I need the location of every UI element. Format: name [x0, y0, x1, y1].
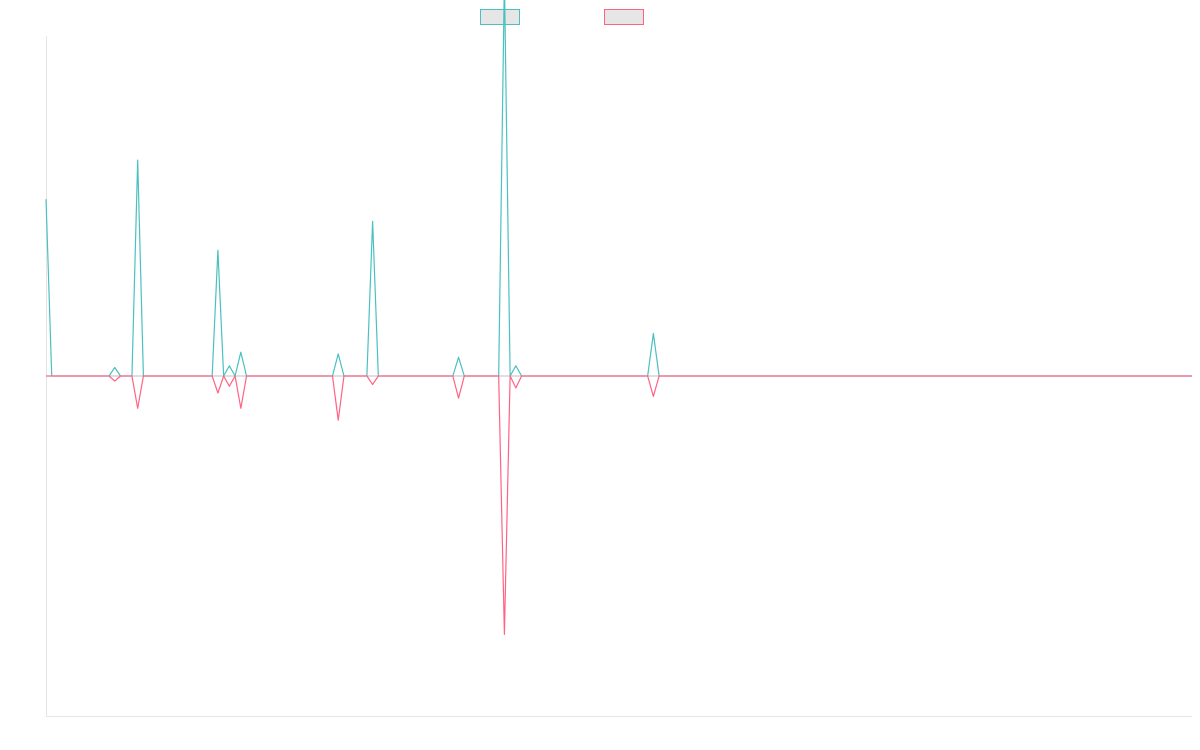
- legend-swatch-series-2[interactable]: [604, 9, 644, 25]
- series-layer: [45, 0, 1192, 636]
- legend-swatch-series-1[interactable]: [480, 9, 520, 25]
- legend: [0, 0, 1200, 36]
- series-2-line[interactable]: [46, 375, 1192, 636]
- series-1-line[interactable]: [45, 0, 1192, 377]
